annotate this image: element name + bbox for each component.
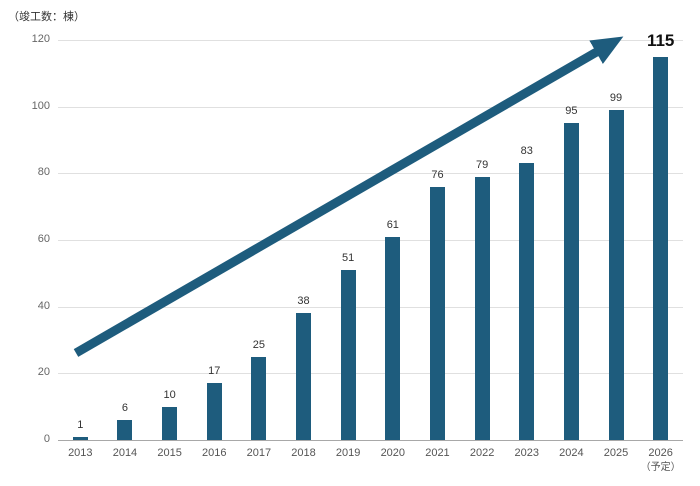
bar-value-label: 17	[208, 365, 221, 378]
x-axis-label: 2013	[68, 447, 93, 459]
x-axis-label: 2026 （予定）	[631, 446, 691, 474]
gridline	[58, 40, 683, 41]
bar-value-label: 6	[121, 402, 129, 414]
bar-value-label: 83	[520, 145, 533, 158]
y-axis-tick-label: 100	[31, 99, 50, 112]
x-axis-label: 2021	[425, 447, 450, 459]
x-axis-line	[58, 440, 683, 441]
gridline	[58, 173, 683, 175]
x-axis-label: 2017	[246, 447, 272, 459]
x-axis-label: 2019	[335, 447, 361, 459]
bar-value-label: 10	[163, 388, 176, 401]
bar-2020	[385, 236, 401, 440]
bar-2014	[117, 420, 133, 440]
x-axis-label-note: （予定）	[640, 461, 681, 473]
bar-value-label: 95	[565, 105, 578, 118]
bar-value-label: 99	[609, 92, 623, 104]
bar-value-label: 79	[475, 158, 489, 171]
x-axis-label: 2018	[291, 447, 316, 459]
y-axis-unit-label: （竣工数：棟）	[8, 11, 85, 23]
bar-2017	[251, 356, 267, 440]
bar-2013	[72, 436, 88, 440]
bar-value-label: 1	[77, 418, 84, 431]
bar-2022	[474, 176, 490, 440]
bar-2019	[340, 270, 356, 440]
bar-value-label: 38	[297, 295, 310, 308]
x-axis-label: 2020	[380, 447, 406, 459]
gridline	[58, 240, 683, 241]
bar-2021	[429, 186, 445, 440]
x-axis-label: 2023	[514, 447, 539, 459]
gridline	[58, 373, 683, 375]
bar-value-label: 115	[646, 30, 675, 50]
bar-2015	[162, 406, 178, 440]
y-axis-tick-label: 60	[37, 233, 50, 245]
bar-2023	[519, 163, 535, 440]
bar-2026	[653, 56, 669, 440]
x-axis-label: 2014	[112, 447, 138, 459]
x-axis-label: 2025	[603, 447, 629, 459]
bar-value-label: 51	[342, 252, 355, 264]
bar-value-label: 25	[252, 338, 266, 351]
bar-2025	[608, 110, 624, 440]
plot-area: 1 6 10 17 25 38 51 61 76 79 83 95 99 115	[58, 31, 683, 441]
bar-value-label: 61	[386, 218, 399, 231]
y-axis-tick-label: 20	[37, 366, 50, 379]
x-axis-label: 2022	[469, 447, 495, 459]
y-axis-tick-label: 0	[43, 433, 50, 445]
y-axis-tick-label: 40	[37, 299, 50, 312]
y-axis-tick-label: 120	[31, 33, 50, 45]
gridline	[58, 306, 683, 308]
x-axis-label: 2024	[559, 447, 584, 459]
bar-2024	[563, 123, 579, 440]
bar-2018	[296, 313, 312, 440]
x-axis-label: 2016	[202, 447, 227, 459]
bar-2016	[206, 383, 222, 440]
x-axis-label: 2015	[157, 447, 182, 459]
y-axis-tick-label: 80	[37, 166, 50, 179]
